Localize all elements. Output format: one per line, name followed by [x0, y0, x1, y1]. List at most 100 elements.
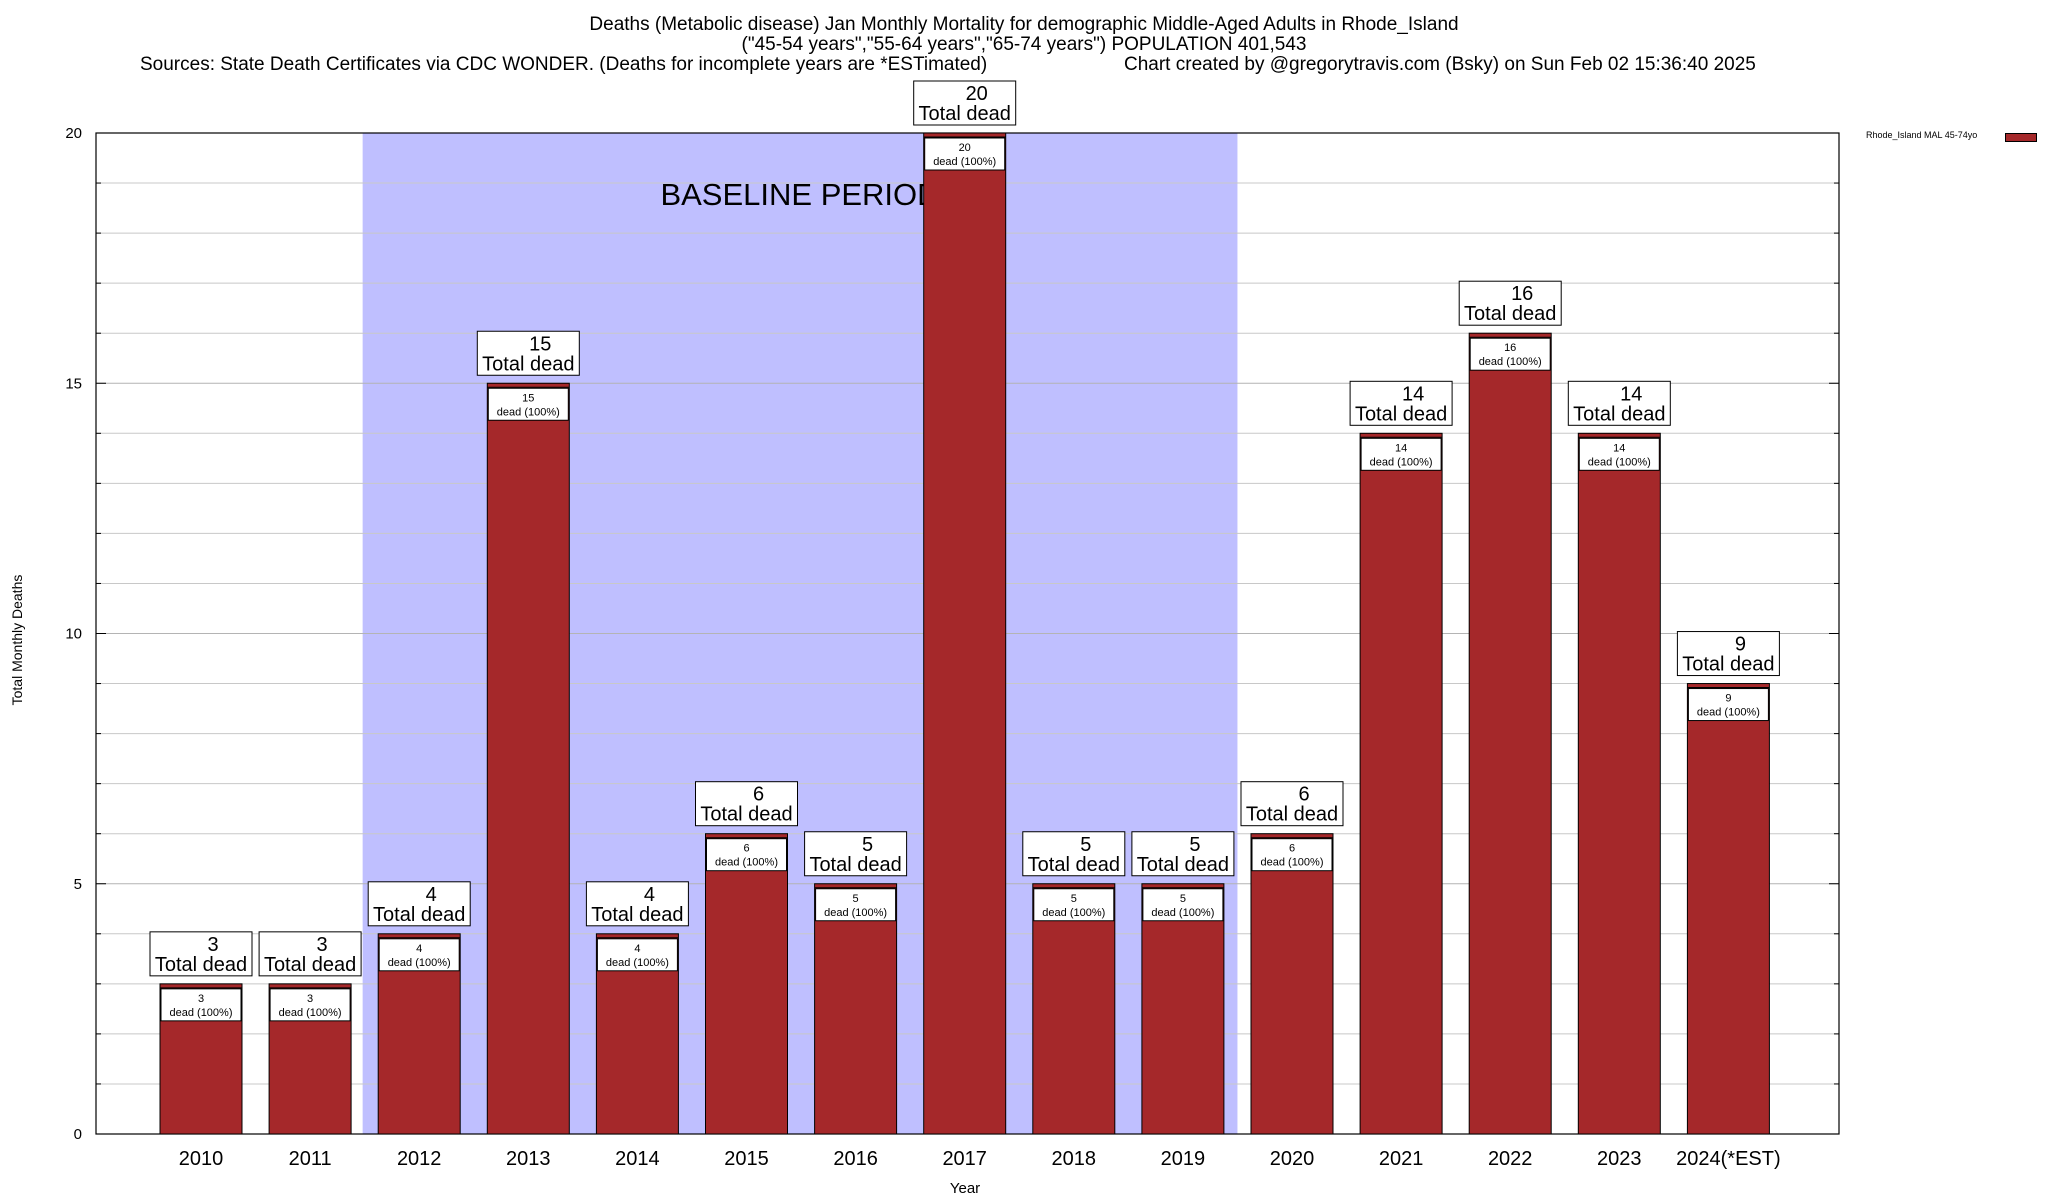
inner-label-box: [378, 938, 460, 972]
inner-label-count: 5: [1071, 893, 1077, 905]
inner-label-count: 4: [416, 943, 422, 955]
total-label-count: 4: [644, 884, 655, 906]
inner-label-count: 6: [743, 843, 749, 855]
inner-label-count: 5: [1180, 893, 1186, 905]
y-axis-label: Total Monthly Deaths: [9, 574, 25, 706]
total-label-box: [1131, 831, 1235, 877]
inner-label-count: 3: [198, 993, 204, 1005]
x-tick-label: 2021: [1379, 1148, 1424, 1170]
x-tick-label: 2017: [942, 1148, 987, 1170]
total-label-count: 3: [207, 934, 218, 956]
inner-label-text: dead (100%): [1151, 907, 1214, 919]
y-tick-label: 20: [65, 125, 82, 142]
total-label-text: Total dead: [1682, 654, 1774, 676]
total-label-box: [1240, 781, 1344, 827]
inner-label-text: dead (100%): [1697, 707, 1760, 719]
inner-label-box: [596, 938, 678, 972]
inner-label-text: dead (100%): [497, 406, 560, 418]
x-tick-label: 2020: [1270, 1148, 1315, 1170]
inner-label-count: 14: [1613, 442, 1625, 454]
y-tick-label: 0: [74, 1126, 82, 1143]
total-label-box: [804, 831, 908, 877]
inner-label-box: [1687, 688, 1769, 722]
inner-label-box: [815, 888, 897, 922]
inner-label-text: dead (100%): [824, 907, 887, 919]
x-tick-label: 2022: [1488, 1148, 1533, 1170]
x-tick-label: 2018: [1052, 1148, 1097, 1170]
chart-title-line-2: ("45-54 years","55-64 years","65-74 year…: [741, 34, 1307, 55]
inner-label-box: [1578, 437, 1660, 471]
baseline-period-label: BASELINE PERIOD: [660, 177, 939, 212]
total-label-box: [476, 330, 580, 376]
inner-label-text: dead (100%): [715, 857, 778, 869]
total-label-count: 9: [1735, 634, 1746, 656]
bar: [1250, 833, 1334, 1135]
total-label-box: [258, 931, 362, 977]
x-tick-label: 2013: [506, 1148, 551, 1170]
total-label-text: Total dead: [1464, 303, 1556, 325]
inner-label-count: 15: [522, 392, 534, 404]
total-label-count: 5: [1189, 834, 1200, 856]
inner-label-box: [1251, 838, 1333, 872]
inner-label-text: dead (100%): [606, 957, 669, 969]
inner-label-count: 6: [1289, 843, 1295, 855]
total-label-box: [1676, 631, 1780, 677]
bar: [705, 833, 788, 1135]
total-label-text: Total dead: [1573, 403, 1665, 425]
total-label-text: Total dead: [373, 904, 465, 926]
bar: [1577, 432, 1661, 1135]
total-label-box: [585, 881, 689, 927]
total-label-count: 14: [1620, 383, 1642, 405]
inner-label-box: [1033, 888, 1115, 922]
total-label-count: 5: [1080, 834, 1091, 856]
inner-label-text: dead (100%): [1588, 456, 1651, 468]
inner-label-count: 20: [959, 142, 971, 154]
bar: [1468, 332, 1552, 1135]
total-label-box: [1458, 280, 1562, 326]
inner-label-text: dead (100%): [1261, 857, 1324, 869]
legend-series-name: Rhode_Island MAL 45-74yo: [1866, 130, 1978, 140]
total-label-count: 14: [1402, 383, 1424, 405]
inner-label-text: dead (100%): [1479, 356, 1542, 368]
y-tick-label: 10: [65, 626, 82, 643]
total-label-box: [367, 881, 471, 927]
inner-label-count: 5: [853, 893, 859, 905]
total-label-text: Total dead: [1028, 854, 1120, 876]
total-label-count: 5: [862, 834, 873, 856]
total-label-box: [695, 781, 798, 827]
total-label-box: [149, 931, 253, 977]
bar: [1686, 683, 1770, 1135]
x-tick-label: 2016: [833, 1148, 878, 1170]
y-tick-label: 5: [74, 876, 82, 893]
x-tick-label: 2023: [1597, 1148, 1642, 1170]
inner-label-count: 4: [634, 943, 640, 955]
total-label-text: Total dead: [264, 954, 356, 976]
inner-label-box: [269, 988, 351, 1022]
total-label-count: 15: [529, 333, 551, 355]
inner-label-count: 9: [1725, 693, 1731, 705]
inner-label-text: dead (100%): [1042, 907, 1105, 919]
x-tick-label: 2015: [724, 1148, 769, 1170]
x-tick-label: 2011: [289, 1148, 332, 1170]
x-tick-label: 2019: [1161, 1148, 1206, 1170]
inner-label-text: dead (100%): [279, 1007, 342, 1019]
inner-label-text: dead (100%): [1370, 456, 1433, 468]
x-axis-label: Year: [949, 1180, 981, 1197]
total-label-text: Total dead: [482, 353, 574, 375]
inner-label-count: 14: [1395, 442, 1407, 454]
total-label-box: [1349, 380, 1453, 426]
inner-label-box: [1360, 437, 1442, 471]
total-label-text: Total dead: [700, 804, 792, 826]
total-label-box: [913, 80, 1017, 126]
inner-label-text: dead (100%): [170, 1007, 233, 1019]
inner-label-box: [160, 988, 242, 1022]
total-label-box: [1022, 831, 1126, 877]
total-label-count: 6: [753, 784, 764, 806]
total-label-text: Total dead: [1355, 403, 1447, 425]
inner-label-count: 16: [1504, 342, 1516, 354]
bar: [1032, 883, 1116, 1135]
inner-label-box: [1142, 888, 1224, 922]
x-tick-label: 2010: [179, 1148, 224, 1170]
inner-label-count: 3: [307, 993, 313, 1005]
